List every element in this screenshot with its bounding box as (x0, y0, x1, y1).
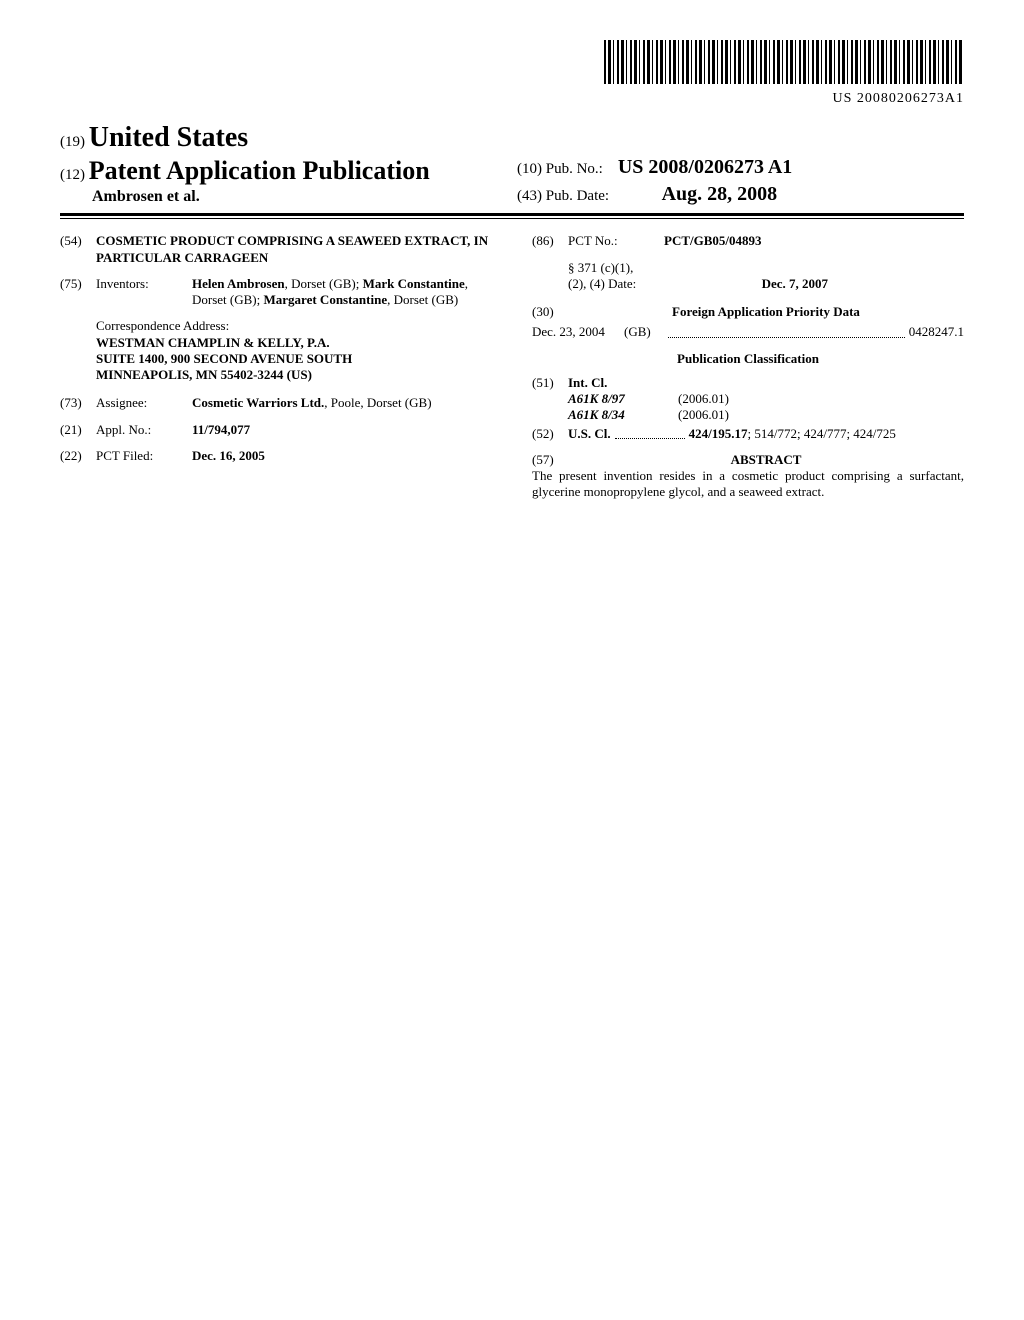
abstract-text: The present invention resides in a cosme… (532, 468, 964, 501)
barcode-area: US 20080206273A1 (60, 40, 964, 108)
intcl-code: (51) (532, 375, 568, 391)
intcl-version: (2006.01) (678, 407, 729, 423)
right-column: (86) PCT No.: PCT/GB05/04893 § 371 (c)(1… (532, 233, 964, 500)
divider-thick (60, 213, 964, 216)
barcode-number: US 20080206273A1 (60, 90, 964, 108)
uscl-label: U.S. Cl. (568, 426, 611, 442)
intcl-entry: A61K 8/34 (2006.01) (568, 407, 964, 423)
authors-line: Ambrosen et al. (60, 187, 507, 207)
correspondence-line: SUITE 1400, 900 SECOND AVENUE SOUTH (96, 351, 492, 367)
abstract-heading-row: (57) ABSTRACT (532, 452, 964, 468)
uscl-rest: ; 514/772; 424/777; 424/725 (748, 426, 896, 441)
inventor-loc: , Dorset (GB); (285, 276, 363, 291)
uscl-main: 424/195.17 (689, 426, 748, 441)
appl-no-code: (21) (60, 422, 96, 438)
pct-no-label: PCT No.: (568, 233, 664, 249)
foreign-priority-row: (30) Foreign Application Priority Data (532, 304, 964, 320)
assignee-body: Cosmetic Warriors Ltd., Poole, Dorset (G… (192, 395, 492, 411)
pct-no: PCT/GB05/04893 (664, 233, 964, 249)
s371-date: Dec. 7, 2007 (762, 276, 828, 292)
pub-date-label: Pub. Date: (546, 188, 609, 204)
intcl-code-val: A61K 8/34 (568, 407, 678, 423)
appl-no-label: Appl. No.: (96, 422, 192, 438)
uscl-row: (52) U.S. Cl. 424/195.17; 514/772; 424/7… (532, 426, 964, 442)
s371-line1: § 371 (c)(1), (568, 260, 964, 276)
divider-thin (60, 218, 964, 219)
correspondence-line: MINNEAPOLIS, MN 55402-3244 (US) (96, 367, 492, 383)
patent-title: COSMETIC PRODUCT COMPRISING A SEAWEED EX… (96, 233, 492, 266)
pub-no-label: Pub. No.: (546, 161, 603, 177)
pct-filed: Dec. 16, 2005 (192, 448, 492, 464)
pub-classification-heading: Publication Classification (532, 351, 964, 367)
title-row: (54) COSMETIC PRODUCT COMPRISING A SEAWE… (60, 233, 492, 266)
pub-no-code: (10) (517, 161, 542, 177)
bibliographic-columns: (54) COSMETIC PRODUCT COMPRISING A SEAWE… (60, 233, 964, 500)
assignee-code: (73) (60, 395, 96, 411)
dotted-leader (615, 428, 685, 439)
left-column: (54) COSMETIC PRODUCT COMPRISING A SEAWE… (60, 233, 492, 500)
doc-type: Patent Application Publication (89, 156, 430, 185)
intcl-entry: A61K 8/97 (2006.01) (568, 391, 964, 407)
header-block: (19) United States (12) Patent Applicati… (60, 120, 964, 208)
inventor-loc: , Dorset (GB) (387, 292, 458, 307)
pub-date-line: (43) Pub. Date: Aug. 28, 2008 (517, 182, 964, 207)
assignee-loc: , Poole, Dorset (GB) (324, 395, 431, 410)
inventors-label: Inventors: (96, 276, 192, 292)
inventor-name: Helen Ambrosen (192, 276, 285, 291)
doc-type-code: (12) (60, 167, 85, 183)
dotted-leader (668, 327, 905, 338)
pct-filed-row: (22) PCT Filed: Dec. 16, 2005 (60, 448, 492, 464)
assignee-row: (73) Assignee: Cosmetic Warriors Ltd., P… (60, 395, 492, 411)
inventors-list: Helen Ambrosen, Dorset (GB); Mark Consta… (192, 276, 492, 309)
abstract-code: (57) (532, 452, 568, 468)
correspondence-block: Correspondence Address: WESTMAN CHAMPLIN… (96, 318, 492, 383)
inventor-name: Mark Constantine (363, 276, 465, 291)
pub-date-code: (43) (517, 188, 542, 204)
foreign-cc: (GB) (624, 324, 664, 340)
foreign-priority-entry: Dec. 23, 2004 (GB) 0428247.1 (532, 324, 964, 340)
appl-no: 11/794,077 (192, 422, 492, 438)
title-code: (54) (60, 233, 96, 249)
correspondence-label: Correspondence Address: (96, 318, 492, 334)
authority-code: (19) (60, 134, 85, 150)
inventors-code: (75) (60, 276, 96, 292)
uscl-body: U.S. Cl. 424/195.17; 514/772; 424/777; 4… (568, 426, 964, 442)
abstract-heading: ABSTRACT (568, 452, 964, 468)
pct-no-row: (86) PCT No.: PCT/GB05/04893 (532, 233, 964, 249)
barcode (604, 40, 964, 84)
assignee-name: Cosmetic Warriors Ltd. (192, 395, 324, 410)
inventors-row: (75) Inventors: Helen Ambrosen, Dorset (… (60, 276, 492, 309)
foreign-date: Dec. 23, 2004 (532, 324, 624, 340)
authority-name: United States (89, 122, 248, 153)
pub-no-line: (10) Pub. No.: US 2008/0206273 A1 (517, 155, 964, 180)
uscl-code: (52) (532, 426, 568, 442)
pct-filed-label: PCT Filed: (96, 448, 192, 464)
appl-no-row: (21) Appl. No.: 11/794,077 (60, 422, 492, 438)
foreign-heading: Foreign Application Priority Data (568, 304, 964, 320)
s371-block: § 371 (c)(1), (2), (4) Date: Dec. 7, 200… (568, 260, 964, 293)
authority-line: (19) United States (60, 120, 507, 155)
correspondence-line: WESTMAN CHAMPLIN & KELLY, P.A. (96, 335, 492, 351)
foreign-app-no: 0428247.1 (909, 324, 964, 340)
intcl-version: (2006.01) (678, 391, 729, 407)
doc-type-line: (12) Patent Application Publication (60, 155, 507, 188)
inventor-name: Margaret Constantine (264, 292, 388, 307)
intcl-label: Int. Cl. (568, 375, 964, 391)
pct-no-code: (86) (532, 233, 568, 249)
s371-line2: (2), (4) Date: (568, 276, 636, 292)
intcl-row: (51) Int. Cl. A61K 8/97 (2006.01) A61K 8… (532, 375, 964, 424)
foreign-code: (30) (532, 304, 568, 320)
assignee-label: Assignee: (96, 395, 192, 411)
pub-date: Aug. 28, 2008 (662, 183, 778, 205)
pct-filed-code: (22) (60, 448, 96, 464)
pub-no: US 2008/0206273 A1 (618, 156, 792, 178)
intcl-code-val: A61K 8/97 (568, 391, 678, 407)
